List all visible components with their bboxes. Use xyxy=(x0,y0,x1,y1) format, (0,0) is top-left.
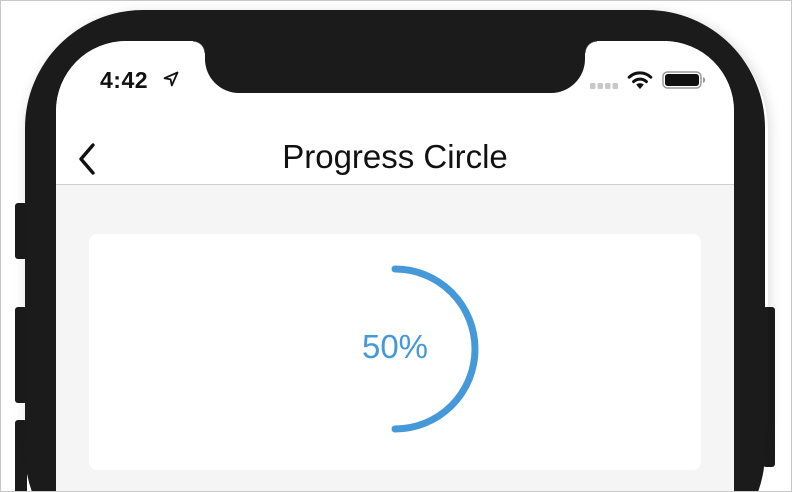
progress-circle xyxy=(391,265,479,433)
progress-card: 50% xyxy=(89,234,701,470)
progress-arc xyxy=(391,265,479,433)
mute-switch xyxy=(15,203,27,259)
phone-screen: 4:42 xyxy=(56,41,734,492)
volume-down-button xyxy=(15,420,27,492)
battery-icon xyxy=(662,71,706,89)
notch xyxy=(193,41,597,93)
wifi-icon xyxy=(627,71,653,89)
navigation-bar: Progress Circle xyxy=(56,129,734,185)
volume-up-button xyxy=(15,307,27,403)
status-time: 4:42 xyxy=(100,67,149,93)
signal-dots-icon xyxy=(590,83,618,89)
power-button xyxy=(763,307,775,467)
back-button[interactable] xyxy=(68,129,112,184)
progress-percent-label: 50% xyxy=(361,328,429,365)
chevron-left-icon xyxy=(79,143,95,175)
location-arrow-icon xyxy=(163,71,179,87)
page-title: Progress Circle xyxy=(282,138,508,175)
